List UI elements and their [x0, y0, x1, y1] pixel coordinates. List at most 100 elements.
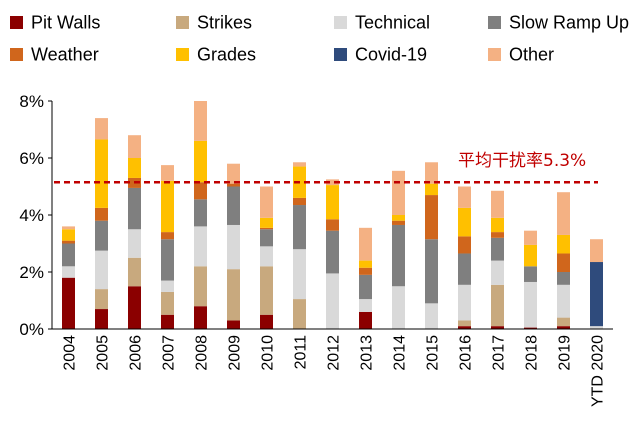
- legend-swatch: [488, 16, 501, 29]
- bar-segment-grades: [326, 185, 339, 220]
- bar-segment-weather: [557, 253, 570, 272]
- x-tick-label: 2014: [392, 335, 409, 371]
- bar-segment-weather: [62, 240, 75, 244]
- bar-segment-grades: [62, 229, 75, 241]
- bar-segment-strikes: [194, 266, 207, 307]
- bar-segment-other: [194, 101, 207, 141]
- bar-segment-other: [260, 186, 273, 218]
- bar-stack-2010: [260, 186, 273, 329]
- x-tick-label: 2011: [293, 335, 310, 370]
- bar-segment-slow-ramp-up: [161, 239, 174, 281]
- bar-stack-2005: [95, 118, 108, 329]
- legend-swatch: [10, 16, 23, 29]
- legend-item-grades: Grades: [176, 45, 256, 65]
- bar-segment-other: [227, 163, 240, 184]
- bar-stack-2012: [326, 179, 339, 329]
- bar-segment-slow-ramp-up: [425, 239, 438, 304]
- bar-segment-grades: [95, 139, 108, 208]
- bar-segment-weather: [95, 207, 108, 221]
- bar-stack-2016: [458, 186, 471, 329]
- legend: Pit Walls Strikes Technical Slow Ramp Up Wea…: [10, 13, 629, 65]
- bar-segment-weather: [194, 182, 207, 200]
- bar-segment-slow-ramp-up: [95, 220, 108, 251]
- bar-stack-2004: [62, 226, 75, 329]
- y-tick-label: 8%: [19, 92, 44, 111]
- bar-segment-weather: [260, 227, 273, 230]
- x-tick-label: 2015: [425, 335, 442, 371]
- legend-swatch: [10, 48, 23, 61]
- legend-swatch: [334, 16, 347, 29]
- bar-segment-grades: [557, 234, 570, 254]
- bar-stack-2018: [524, 230, 537, 329]
- bar-segment-grades: [458, 207, 471, 237]
- legend-label: Slow Ramp Up: [509, 13, 629, 33]
- x-tick-label: 2006: [128, 335, 145, 371]
- bar-segment-pit-walls: [95, 309, 108, 329]
- bar-segment-technical: [293, 249, 306, 300]
- bar-stack-2011: [293, 162, 306, 329]
- bar-segment-weather: [392, 220, 405, 225]
- bar-segment-technical: [194, 226, 207, 267]
- bar-segment-other: [293, 162, 306, 167]
- bar-segment-strikes: [458, 320, 471, 327]
- bar-segment-technical: [491, 260, 504, 285]
- bar-segment-other: [458, 186, 471, 208]
- bar-segment-technical: [260, 246, 273, 267]
- bar-segment-grades: [161, 180, 174, 233]
- bar-stack-2008: [194, 101, 207, 329]
- bar-segment-strikes: [161, 291, 174, 315]
- bar-segment-grades: [524, 244, 537, 267]
- x-tick-label: 2017: [491, 335, 508, 371]
- bar-stack-2014: [392, 170, 405, 329]
- plot-area: 0%2%4%6%8% 2004 2005 2006 2007 2008 2009 2010 2…: [19, 92, 613, 407]
- legend-label: Strikes: [197, 13, 252, 33]
- bars: [62, 101, 603, 329]
- legend-swatch: [488, 48, 501, 61]
- bar-segment-technical: [590, 326, 603, 329]
- legend-swatch: [176, 16, 189, 29]
- bar-segment-strikes: [557, 317, 570, 327]
- bar-segment-other: [590, 239, 603, 263]
- bar-segment-weather: [458, 236, 471, 254]
- bar-segment-pit-walls: [557, 326, 570, 329]
- bar-segment-slow-ramp-up: [392, 224, 405, 287]
- y-tick-label: 2%: [19, 263, 44, 282]
- bar-segment-grades: [359, 260, 372, 268]
- bar-stack-2017: [491, 190, 504, 329]
- bar-segment-slow-ramp-up: [293, 205, 306, 250]
- bar-segment-pit-walls: [491, 326, 504, 329]
- x-tick-label: 2009: [227, 335, 244, 371]
- bar-segment-slow-ramp-up: [524, 266, 537, 282]
- bar-segment-other: [557, 192, 570, 235]
- bar-stack-2006: [128, 135, 141, 329]
- x-tick-label: 2008: [194, 335, 211, 371]
- bar-segment-strikes: [260, 266, 273, 315]
- bar-segment-other: [326, 179, 339, 186]
- bar-segment-technical: [62, 266, 75, 278]
- x-tick-label: 2016: [458, 335, 475, 371]
- legend-label: Covid-19: [355, 45, 427, 65]
- bar-segment-weather: [293, 197, 306, 206]
- bar-segment-pit-walls: [62, 277, 75, 329]
- bar-segment-other: [392, 170, 405, 215]
- bar-segment-pit-walls: [458, 326, 471, 329]
- bar-segment-technical: [458, 284, 471, 321]
- y-tick-label: 4%: [19, 206, 44, 225]
- bar-segment-strikes: [293, 299, 306, 329]
- bar-segment-technical: [524, 281, 537, 328]
- legend-label: Grades: [197, 45, 256, 65]
- bar-segment-slow-ramp-up: [227, 186, 240, 225]
- bar-segment-covid-19: [590, 262, 603, 327]
- legend-item-slow-ramp-up: Slow Ramp Up: [488, 13, 629, 33]
- bar-segment-technical: [227, 224, 240, 270]
- x-tick-label: 2012: [326, 335, 343, 371]
- legend-label: Weather: [31, 45, 99, 65]
- average-annotation: 平均干扰率5.3%: [458, 151, 586, 171]
- bar-segment-other: [425, 162, 438, 184]
- legend-swatch: [334, 48, 347, 61]
- bar-segment-weather: [227, 183, 240, 187]
- bar-segment-slow-ramp-up: [557, 272, 570, 285]
- bar-segment-other: [161, 165, 174, 181]
- legend-item-pit-walls: Pit Walls: [10, 13, 100, 33]
